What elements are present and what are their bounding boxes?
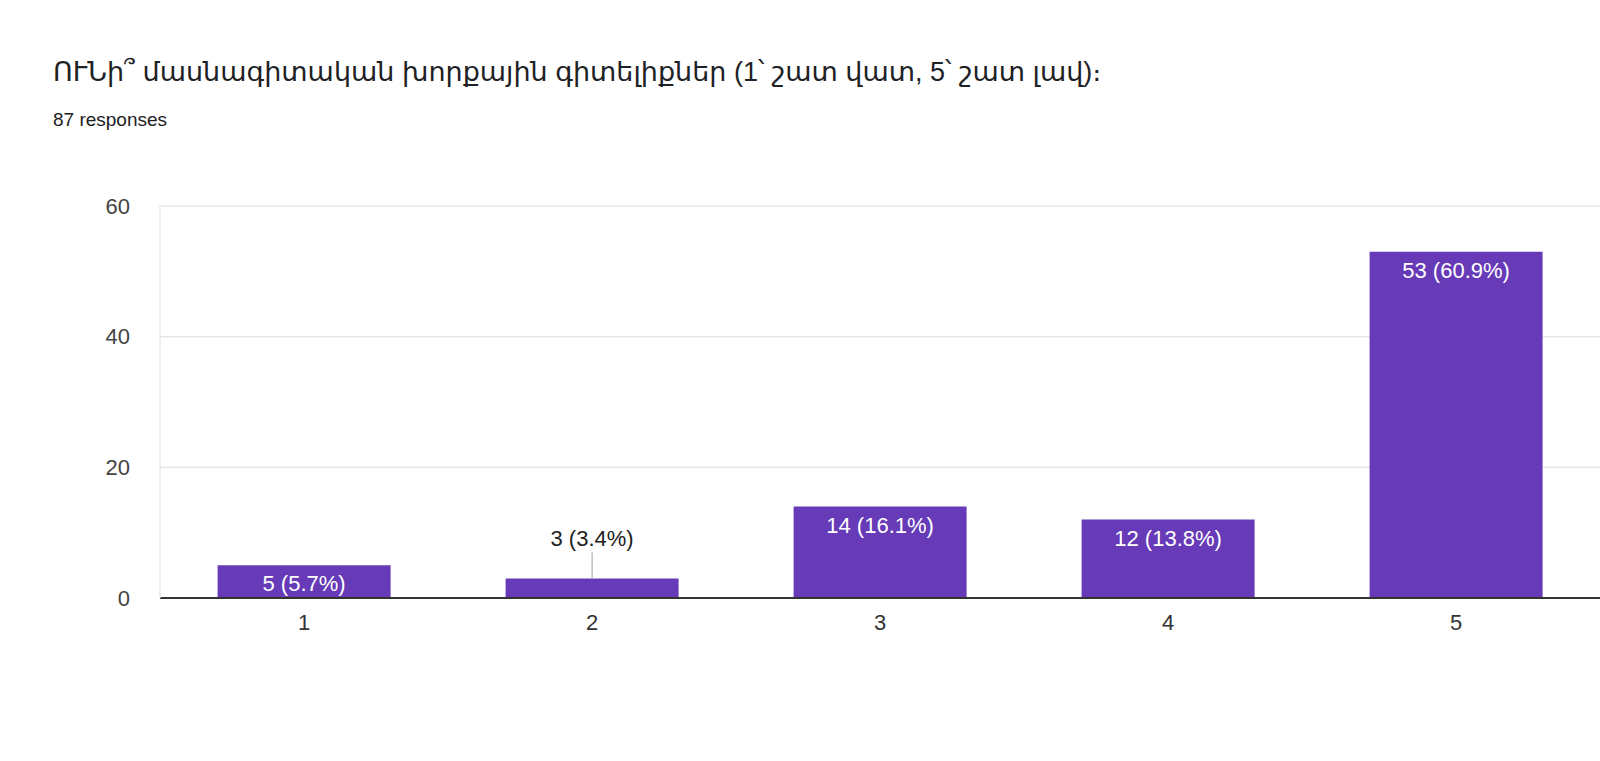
svg-text:60: 60 — [106, 194, 130, 219]
html-text:87 responses: 87 responses — [53, 109, 168, 130]
html-text:ՈՒՆի՞ մասնագիտական խորքային գի: ՈՒՆի՞ մասնագիտական խորքային գիտելիքներ (… — [53, 57, 1102, 87]
svg-text:12 (13.8%): 12 (13.8%) — [1114, 526, 1222, 551]
svg-text:40: 40 — [106, 324, 130, 349]
svg-text:5: 5 — [1450, 610, 1462, 635]
svg-text:14 (16.1%): 14 (16.1%) — [826, 513, 934, 538]
svg-text:0: 0 — [118, 586, 130, 611]
svg-text:53 (60.9%): 53 (60.9%) — [1402, 258, 1510, 283]
svg-text:5 (5.7%): 5 (5.7%) — [263, 571, 346, 596]
svg-text:2: 2 — [586, 610, 598, 635]
svg-text:3 (3.4%): 3 (3.4%) — [551, 526, 634, 551]
svg-text:1: 1 — [298, 610, 310, 635]
svg-text:3: 3 — [874, 610, 886, 635]
svg-text:20: 20 — [106, 455, 130, 480]
svg-text:4: 4 — [1162, 610, 1174, 635]
